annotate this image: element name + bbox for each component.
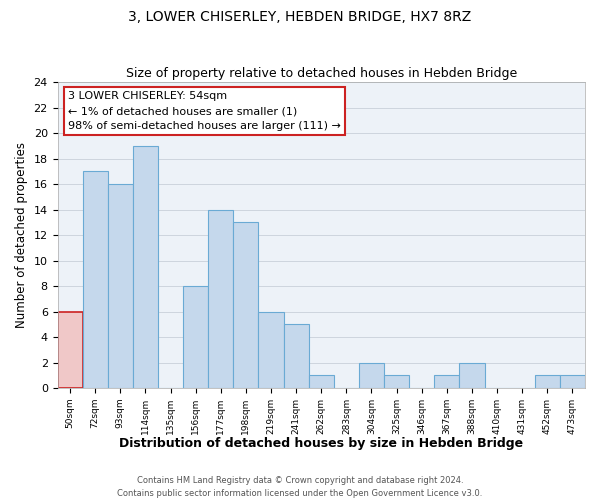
Text: Contains HM Land Registry data © Crown copyright and database right 2024.
Contai: Contains HM Land Registry data © Crown c… [118, 476, 482, 498]
Bar [535, 376, 560, 388]
Bar [108, 184, 133, 388]
Bar [133, 146, 158, 388]
Bar [83, 172, 108, 388]
Bar [208, 210, 233, 388]
X-axis label: Distribution of detached houses by size in Hebden Bridge: Distribution of detached houses by size … [119, 437, 523, 450]
Bar [434, 376, 460, 388]
Bar [284, 324, 309, 388]
Bar [233, 222, 259, 388]
Bar [560, 376, 585, 388]
Bar [58, 312, 83, 388]
Bar [460, 362, 485, 388]
Bar [259, 312, 284, 388]
Bar [183, 286, 208, 388]
Title: Size of property relative to detached houses in Hebden Bridge: Size of property relative to detached ho… [125, 66, 517, 80]
Bar [359, 362, 384, 388]
Bar [309, 376, 334, 388]
Text: 3, LOWER CHISERLEY, HEBDEN BRIDGE, HX7 8RZ: 3, LOWER CHISERLEY, HEBDEN BRIDGE, HX7 8… [128, 10, 472, 24]
Text: 3 LOWER CHISERLEY: 54sqm
← 1% of detached houses are smaller (1)
98% of semi-det: 3 LOWER CHISERLEY: 54sqm ← 1% of detache… [68, 91, 341, 131]
Bar [384, 376, 409, 388]
Y-axis label: Number of detached properties: Number of detached properties [15, 142, 28, 328]
